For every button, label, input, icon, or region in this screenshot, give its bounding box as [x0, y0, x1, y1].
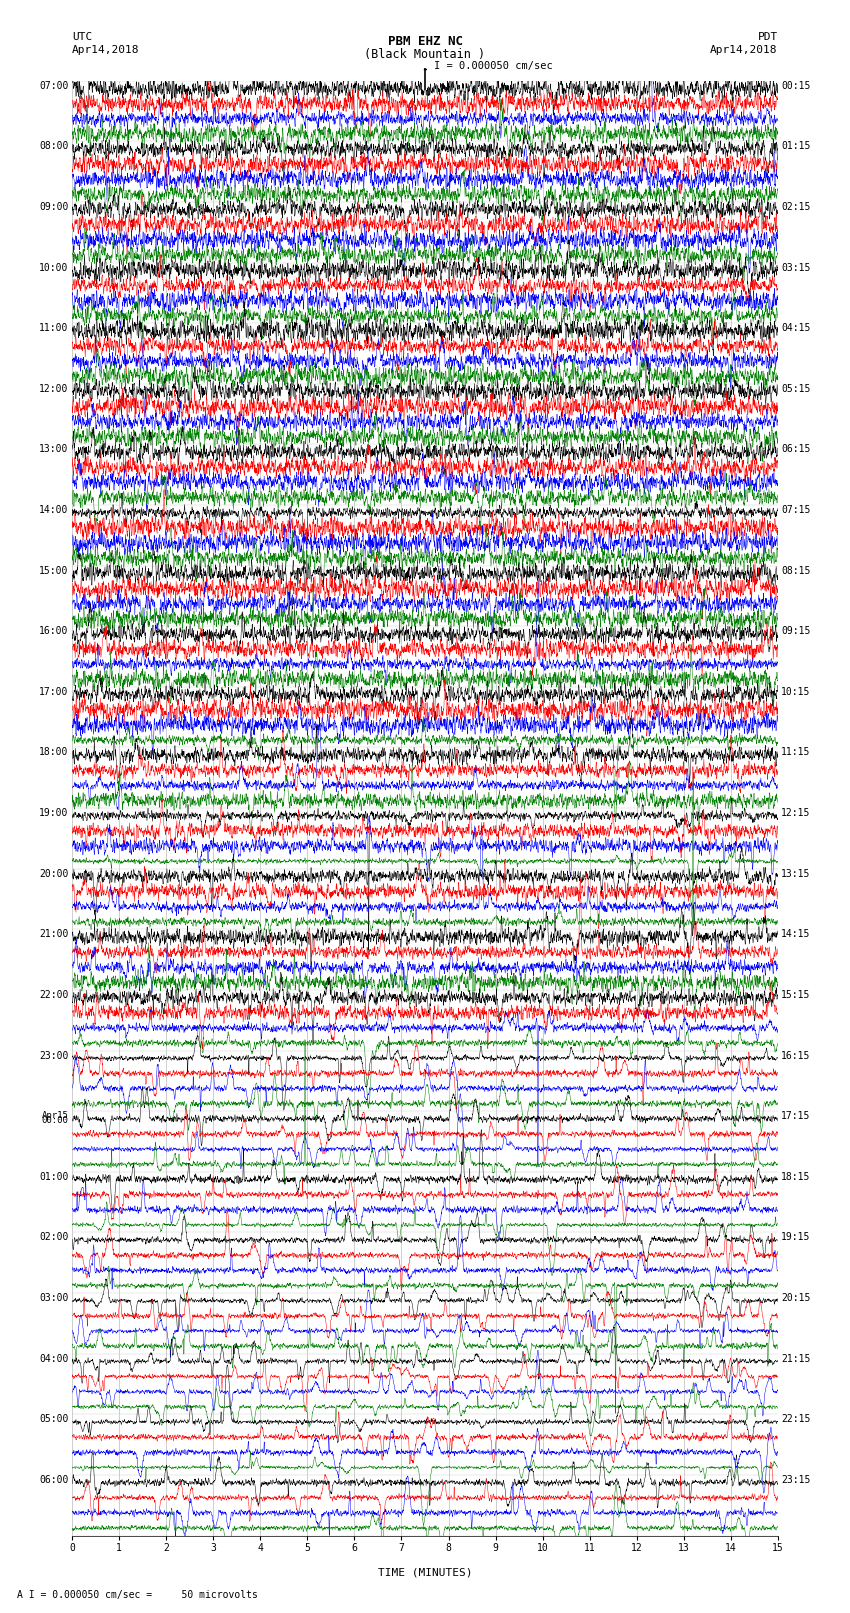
- Text: 10:15: 10:15: [781, 687, 811, 697]
- Text: 22:00: 22:00: [39, 990, 69, 1000]
- Text: 06:00: 06:00: [39, 1474, 69, 1486]
- Text: 16:00: 16:00: [39, 626, 69, 636]
- Text: PBM EHZ NC: PBM EHZ NC: [388, 35, 462, 48]
- Text: 16:15: 16:15: [781, 1050, 811, 1061]
- Text: 17:00: 17:00: [39, 687, 69, 697]
- Text: 05:00: 05:00: [39, 1415, 69, 1424]
- Text: 13:15: 13:15: [781, 869, 811, 879]
- Text: 23:15: 23:15: [781, 1474, 811, 1486]
- Text: 03:00: 03:00: [39, 1294, 69, 1303]
- Text: 15:15: 15:15: [781, 990, 811, 1000]
- Text: 21:15: 21:15: [781, 1353, 811, 1363]
- Text: 00:15: 00:15: [781, 81, 811, 90]
- Text: 07:15: 07:15: [781, 505, 811, 515]
- Text: 06:15: 06:15: [781, 444, 811, 455]
- Text: Apr14,2018: Apr14,2018: [72, 45, 139, 55]
- Text: 02:00: 02:00: [39, 1232, 69, 1242]
- Text: 14:15: 14:15: [781, 929, 811, 939]
- Text: 02:15: 02:15: [781, 202, 811, 211]
- Text: (Black Mountain ): (Black Mountain ): [365, 48, 485, 61]
- Text: A I = 0.000050 cm/sec =     50 microvolts: A I = 0.000050 cm/sec = 50 microvolts: [17, 1590, 258, 1600]
- Text: 05:15: 05:15: [781, 384, 811, 394]
- Text: 09:15: 09:15: [781, 626, 811, 636]
- Text: 04:15: 04:15: [781, 323, 811, 334]
- Text: 08:00: 08:00: [39, 142, 69, 152]
- Text: 18:15: 18:15: [781, 1171, 811, 1182]
- Text: 03:15: 03:15: [781, 263, 811, 273]
- Text: 18:00: 18:00: [39, 747, 69, 758]
- Text: 15:00: 15:00: [39, 566, 69, 576]
- Text: 13:00: 13:00: [39, 444, 69, 455]
- Text: 08:15: 08:15: [781, 566, 811, 576]
- Text: I = 0.000050 cm/sec: I = 0.000050 cm/sec: [434, 61, 552, 71]
- Text: Apr14,2018: Apr14,2018: [711, 45, 778, 55]
- Text: 00:00: 00:00: [42, 1116, 69, 1124]
- Text: 20:15: 20:15: [781, 1294, 811, 1303]
- Text: 19:15: 19:15: [781, 1232, 811, 1242]
- Text: 22:15: 22:15: [781, 1415, 811, 1424]
- Text: UTC: UTC: [72, 32, 93, 42]
- Text: Apr15: Apr15: [42, 1111, 69, 1119]
- Text: TIME (MINUTES): TIME (MINUTES): [377, 1568, 473, 1578]
- Text: 12:15: 12:15: [781, 808, 811, 818]
- Text: 10:00: 10:00: [39, 263, 69, 273]
- Text: 19:00: 19:00: [39, 808, 69, 818]
- Text: 01:00: 01:00: [39, 1171, 69, 1182]
- Text: 23:00: 23:00: [39, 1050, 69, 1061]
- Text: 17:15: 17:15: [781, 1111, 811, 1121]
- Text: 20:00: 20:00: [39, 869, 69, 879]
- Text: 07:00: 07:00: [39, 81, 69, 90]
- Text: 09:00: 09:00: [39, 202, 69, 211]
- Text: PDT: PDT: [757, 32, 778, 42]
- Text: 11:15: 11:15: [781, 747, 811, 758]
- Text: 11:00: 11:00: [39, 323, 69, 334]
- Text: 14:00: 14:00: [39, 505, 69, 515]
- Text: 04:00: 04:00: [39, 1353, 69, 1363]
- Text: 21:00: 21:00: [39, 929, 69, 939]
- Text: 12:00: 12:00: [39, 384, 69, 394]
- Text: 01:15: 01:15: [781, 142, 811, 152]
